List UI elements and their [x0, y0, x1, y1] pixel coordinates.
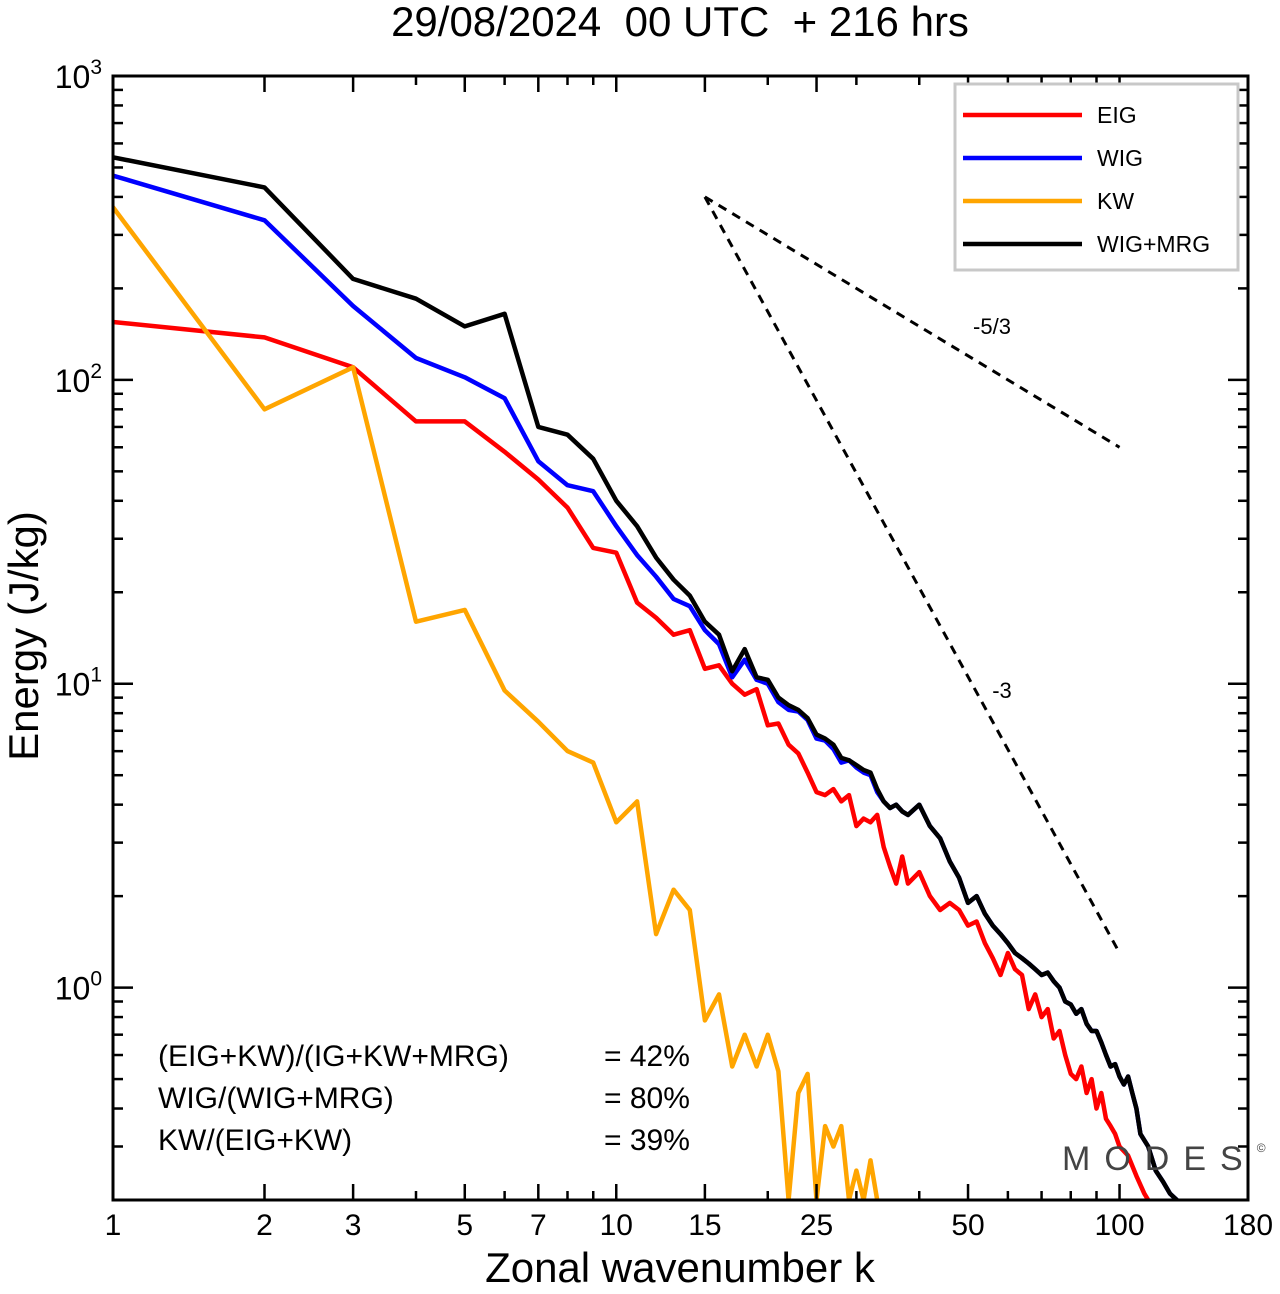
stat-value: = 39% [604, 1124, 690, 1157]
slope-label-five-thirds: -5/3 [973, 314, 1011, 339]
y-tick-label: 102 [55, 360, 102, 399]
plot-frame [111, 74, 1250, 1202]
legend-label: KW [1097, 188, 1134, 214]
y-tick-labels: 100 101 102 103 [55, 56, 102, 1007]
series-line-wig-mrg [113, 155, 1180, 1200]
x-tick-label: 10 [600, 1209, 633, 1242]
watermark-text: MODES [1062, 1140, 1257, 1178]
x-tick-label: 50 [951, 1209, 984, 1242]
x-tick-label: 100 [1094, 1209, 1144, 1242]
x-tick-label: 180 [1223, 1209, 1273, 1242]
x-tick-label: 3 [345, 1209, 362, 1242]
stat-label: (EIG+KW)/(IG+KW+MRG) [158, 1040, 509, 1073]
modes-watermark: MODES© [1062, 1140, 1266, 1178]
y-tick-label: 103 [55, 56, 102, 95]
watermark-mark: © [1257, 1141, 1266, 1155]
series-line-kw [113, 204, 880, 1200]
x-tick-label: 1 [105, 1209, 122, 1242]
slope-line-three [703, 196, 1121, 954]
stat-label: WIG/(WIG+MRG) [158, 1082, 394, 1115]
y-axis-label: Energy (J/kg) [0, 511, 47, 761]
series-line-eig [113, 319, 1151, 1200]
axis-ticks [111, 74, 1250, 1202]
data-series [113, 155, 1180, 1200]
legend-label: EIG [1097, 102, 1137, 128]
slope-label-three: -3 [992, 678, 1012, 703]
x-axis-label: Zonal wavenumber k [485, 1244, 876, 1291]
stat-label: KW/(EIG+KW) [158, 1124, 352, 1157]
legend-label: WIG [1097, 145, 1143, 171]
chart-title: 29/08/2024 00 UTC + 216 hrs [391, 0, 969, 45]
y-tick-label: 101 [55, 664, 102, 703]
reference-slope-lines [703, 195, 1121, 954]
stat-value: = 80% [604, 1082, 690, 1115]
x-tick-label: 5 [456, 1209, 473, 1242]
x-tick-labels: 1 2 3 5 7 10 15 25 50 100 180 [105, 1209, 1273, 1242]
y-tick-label: 100 [55, 968, 102, 1007]
legend: EIG WIG KW WIG+MRG [953, 82, 1240, 272]
x-tick-label: 25 [800, 1209, 833, 1242]
legend-label: WIG+MRG [1097, 231, 1210, 257]
x-tick-label: 15 [688, 1209, 721, 1242]
ratio-stats: (EIG+KW)/(IG+KW+MRG) = 42% WIG/(WIG+MRG) = … [158, 1040, 690, 1157]
x-tick-label: 7 [530, 1209, 547, 1242]
stat-value: = 42% [604, 1040, 690, 1073]
x-tick-label: 2 [256, 1209, 273, 1242]
slope-line-five-thirds [704, 195, 1121, 449]
